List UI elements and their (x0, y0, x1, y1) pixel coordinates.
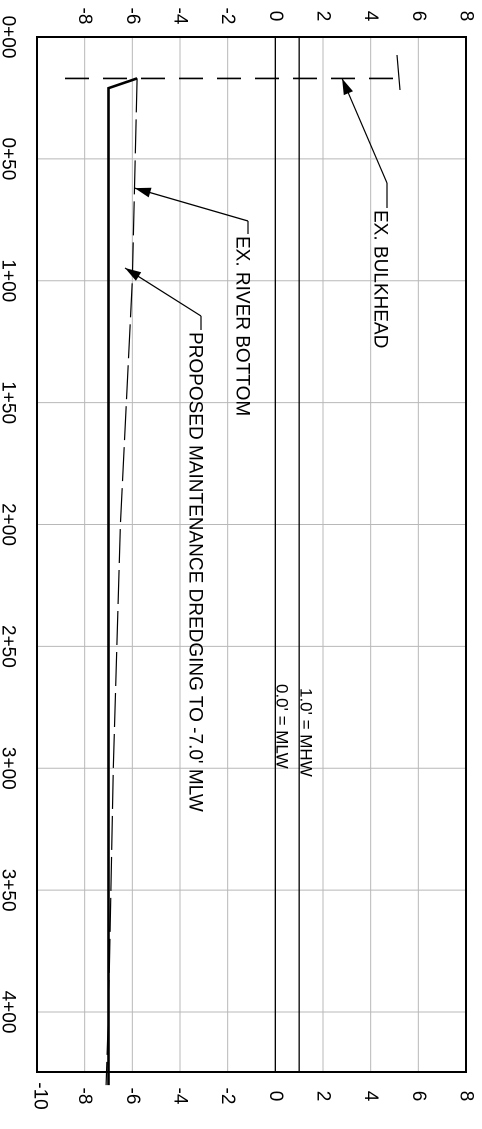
arrow-bulkhead-shaft (341, 78, 388, 184)
arrow-river-head (134, 187, 152, 198)
elevation-tick-label-bottom: 4 (360, 1091, 381, 1102)
label-proposed-dredging: PROPOSED MAINTENANCE DREDGING TO -7.0' M… (185, 332, 206, 812)
station-tick-label: 1+00 (0, 259, 19, 302)
elevation-tick-label-bottom: -4 (170, 1088, 191, 1105)
series-line-1 (107, 77, 138, 1086)
label-ex-bulkhead: EX. BULKHEAD (370, 210, 391, 348)
station-tick-label: 0+50 (0, 138, 19, 181)
station-tick-label: 0+00 (0, 16, 19, 59)
label-ex-river-bottom: EX. RIVER BOTTOM (232, 236, 253, 416)
station-tick-label: 2+00 (0, 503, 19, 546)
arrow-dredge-head (125, 268, 142, 281)
arrow-bulkhead-head (342, 78, 353, 96)
elevation-tick-label-bottom: -2 (217, 1088, 238, 1105)
arrow-river-shaft (134, 187, 249, 222)
leader-bulkhead-top (396, 54, 401, 91)
reference-line-label: 0.0' = MLW (273, 684, 292, 769)
elevation-tick-label-top: 2 (313, 11, 334, 22)
elevation-tick-label-bottom: 6 (408, 1091, 429, 1102)
elevation-tick-label-top: -8 (74, 8, 95, 25)
station-tick-label: 2+50 (0, 625, 19, 668)
elevation-tick-label-bottom: -6 (122, 1088, 143, 1105)
elevation-tick-label-bottom: 0 (265, 1091, 286, 1102)
elevation-tick-label-bottom: -8 (74, 1088, 95, 1105)
elevation-tick-label-top: -2 (217, 8, 238, 25)
elevation-tick-label-top: 0 (265, 11, 286, 22)
station-tick-label: 3+50 (0, 869, 19, 912)
station-tick-label: 3+00 (0, 747, 19, 790)
elevation-tick-label-top: -6 (122, 8, 143, 25)
elevation-tick-label-bottom: 8 (456, 1091, 477, 1102)
elevation-tick-label-top: 4 (360, 11, 381, 22)
elevation-tick-label-top: 8 (456, 11, 477, 22)
elevation-tick-label-bottom: -10 (30, 1082, 51, 1109)
elevation-tick-label-top: -4 (170, 8, 191, 25)
plot-frame (36, 36, 467, 1073)
elevation-tick-label-top: 6 (408, 11, 429, 22)
reference-line-label: 1.0' = MHW (297, 688, 316, 777)
elevation-tick-label-bottom: 2 (313, 1091, 334, 1102)
station-tick-label: 4+00 (0, 991, 19, 1034)
station-tick-label: 1+50 (0, 381, 19, 424)
